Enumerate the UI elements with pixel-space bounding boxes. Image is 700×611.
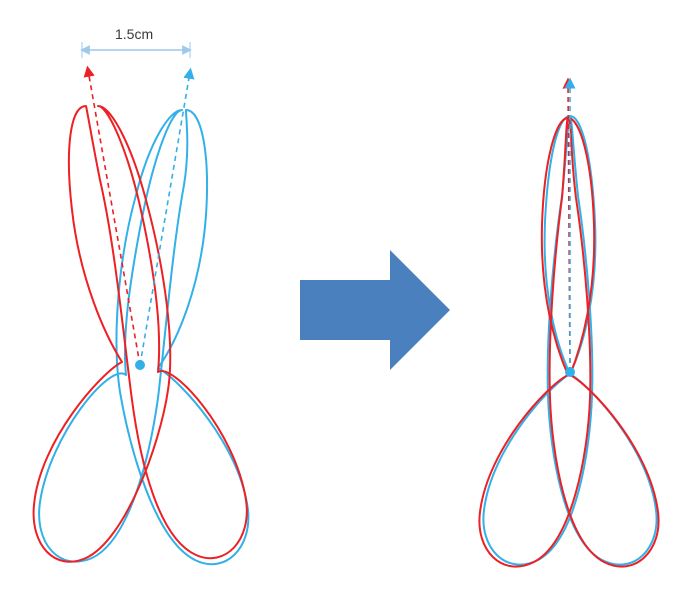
red-loop	[479, 118, 658, 567]
red-axis-dash	[88, 70, 140, 365]
pivot-dot	[135, 360, 145, 370]
diagram-canvas	[0, 0, 700, 611]
dimension-callout	[82, 42, 190, 58]
red-loop	[34, 106, 247, 562]
blue-loop	[39, 110, 248, 564]
pivot-dot	[565, 367, 575, 377]
dimension-label: 1.5cm	[115, 26, 153, 42]
right-figure	[479, 82, 658, 567]
left-figure	[34, 70, 249, 564]
transition-arrow-icon	[300, 250, 450, 370]
